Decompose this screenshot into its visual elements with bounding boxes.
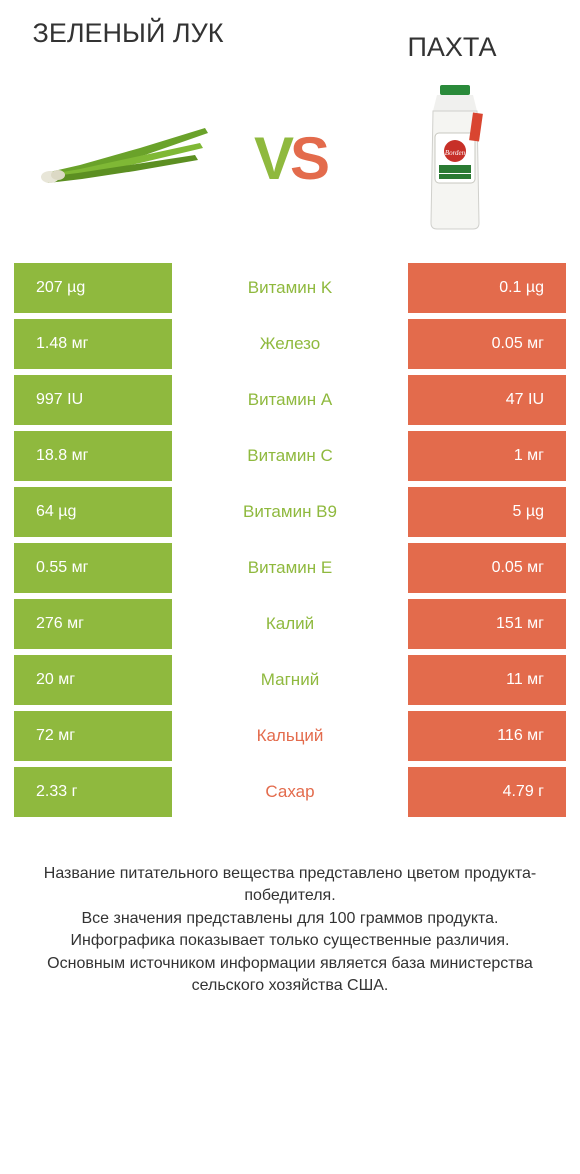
nutrient-label: Сахар bbox=[172, 767, 408, 817]
green-onion-icon bbox=[40, 123, 210, 193]
value-right: 0.05 мг bbox=[408, 543, 566, 593]
table-row: 2.33 гСахар4.79 г bbox=[14, 767, 566, 817]
vs-s: S bbox=[290, 125, 326, 192]
value-left: 2.33 г bbox=[14, 767, 172, 817]
value-right: 151 мг bbox=[408, 599, 566, 649]
table-row: 0.55 мгВитамин E0.05 мг bbox=[14, 543, 566, 593]
table-row: 207 µgВитамин K0.1 µg bbox=[14, 263, 566, 313]
value-left: 997 IU bbox=[14, 375, 172, 425]
value-right: 1 мг bbox=[408, 431, 566, 481]
table-row: 20 мгМагний11 мг bbox=[14, 655, 566, 705]
value-left: 0.55 мг bbox=[14, 543, 172, 593]
title-left: ЗЕЛЕНЫЙ ЛУК bbox=[28, 18, 228, 49]
value-left: 72 мг bbox=[14, 711, 172, 761]
footer-line: Название питательного вещества представл… bbox=[24, 863, 556, 908]
value-right: 0.1 µg bbox=[408, 263, 566, 313]
value-left: 64 µg bbox=[14, 487, 172, 537]
footer-line: Инфографика показывает только существенн… bbox=[24, 930, 556, 952]
footer-notes: Название питательного вещества представл… bbox=[0, 823, 580, 997]
nutrient-label: Витамин B9 bbox=[172, 487, 408, 537]
nutrient-label: Витамин E bbox=[172, 543, 408, 593]
nutrient-label: Магний bbox=[172, 655, 408, 705]
value-right: 4.79 г bbox=[408, 767, 566, 817]
table-row: 72 мгКальций116 мг bbox=[14, 711, 566, 761]
comparison-table: 207 µgВитамин K0.1 µg1.48 мгЖелезо0.05 м… bbox=[0, 263, 580, 817]
svg-text:Borden: Borden bbox=[445, 149, 466, 157]
vs-v: V bbox=[254, 125, 290, 192]
nutrient-label: Кальций bbox=[172, 711, 408, 761]
value-left: 1.48 мг bbox=[14, 319, 172, 369]
table-row: 18.8 мгВитамин C1 мг bbox=[14, 431, 566, 481]
value-right: 47 IU bbox=[408, 375, 566, 425]
value-right: 0.05 мг bbox=[408, 319, 566, 369]
footer-line: Все значения представлены для 100 граммо… bbox=[24, 908, 556, 930]
nutrient-label: Железо bbox=[172, 319, 408, 369]
table-row: 1.48 мгЖелезо0.05 мг bbox=[14, 319, 566, 369]
nutrient-label: Витамин A bbox=[172, 375, 408, 425]
table-row: 997 IUВитамин A47 IU bbox=[14, 375, 566, 425]
nutrient-label: Витамин K bbox=[172, 263, 408, 313]
value-left: 276 мг bbox=[14, 599, 172, 649]
nutrient-label: Витамин C bbox=[172, 431, 408, 481]
value-left: 20 мг bbox=[14, 655, 172, 705]
value-right: 11 мг bbox=[408, 655, 566, 705]
value-right: 116 мг bbox=[408, 711, 566, 761]
vs-label: VS bbox=[254, 124, 326, 193]
image-row: VS Borden bbox=[0, 63, 580, 263]
value-left: 18.8 мг bbox=[14, 431, 172, 481]
buttermilk-icon: Borden bbox=[370, 83, 540, 233]
nutrient-label: Калий bbox=[172, 599, 408, 649]
table-row: 64 µgВитамин B95 µg bbox=[14, 487, 566, 537]
table-row: 276 мгКалий151 мг bbox=[14, 599, 566, 649]
value-left: 207 µg bbox=[14, 263, 172, 313]
value-right: 5 µg bbox=[408, 487, 566, 537]
title-right: ПАХТА bbox=[352, 18, 552, 63]
footer-line: Основным источником информации является … bbox=[24, 953, 556, 998]
header: ЗЕЛЕНЫЙ ЛУК ПАХТА bbox=[0, 0, 580, 63]
